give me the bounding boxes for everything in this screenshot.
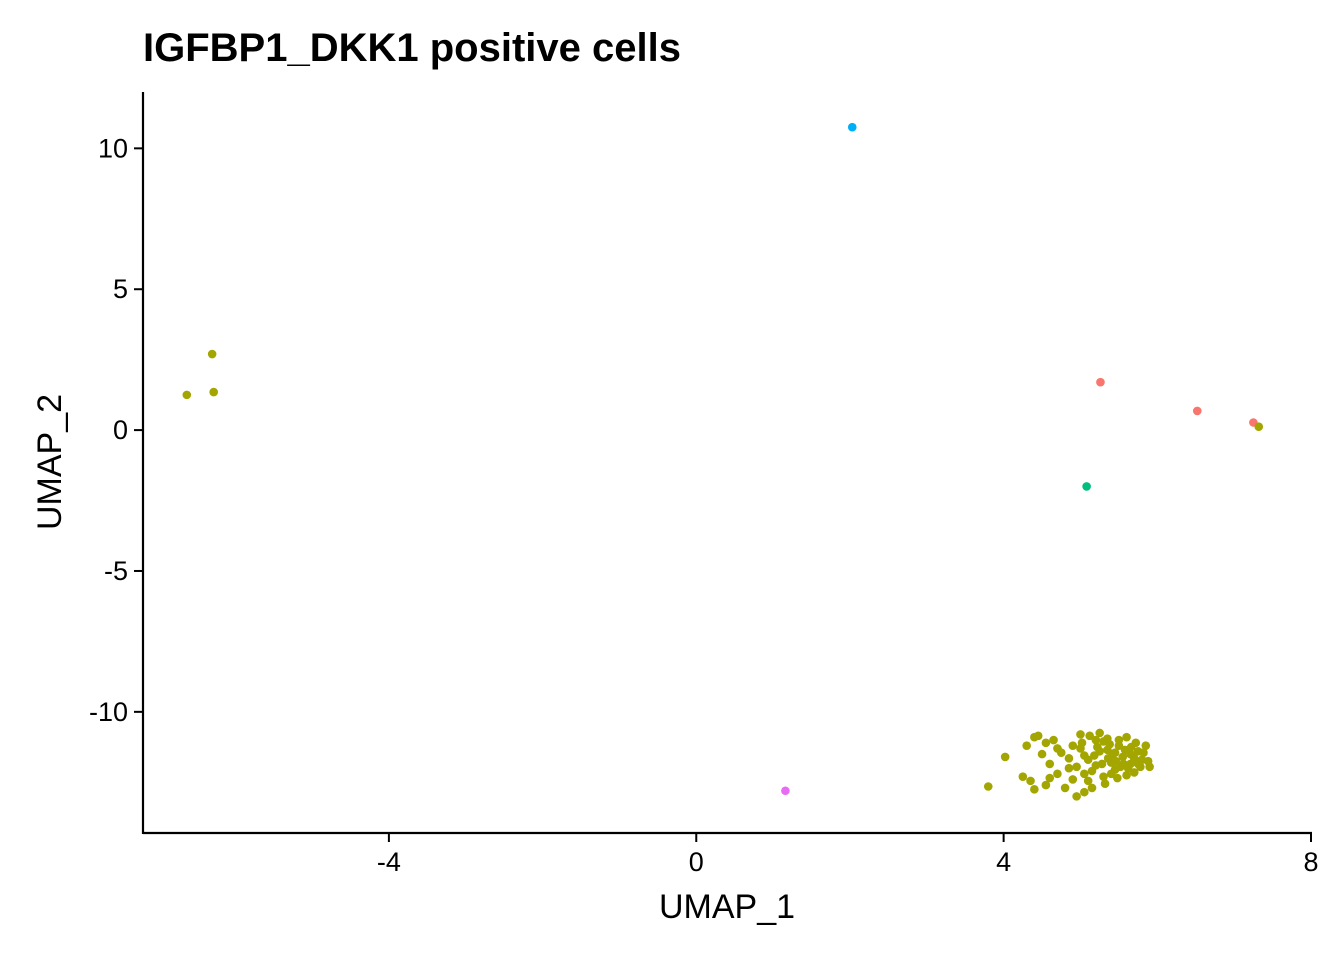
data-point: [1049, 735, 1058, 745]
data-point: [1072, 792, 1081, 801]
data-point: [1254, 422, 1264, 432]
data-point: [1082, 482, 1091, 491]
data-point: [847, 122, 857, 132]
data-point: [1192, 406, 1202, 416]
y-tick-label: -10: [89, 697, 128, 727]
data-point: [1091, 761, 1101, 770]
data-point: [1026, 776, 1035, 786]
data-point: [1064, 763, 1074, 773]
data-point: [1122, 732, 1131, 742]
data-point: [1080, 751, 1089, 760]
data-point: [1068, 775, 1078, 784]
data-point: [1072, 762, 1081, 772]
data-point: [1106, 769, 1116, 779]
data-point: [1041, 738, 1051, 748]
data-point: [1045, 773, 1055, 783]
data-point: [1139, 748, 1148, 758]
x-axis-label: UMAP_1: [659, 888, 795, 926]
data-point: [1114, 735, 1124, 745]
data-point: [1129, 768, 1139, 777]
y-axis-label: UMAP_2: [31, 394, 69, 530]
data-point: [781, 786, 790, 796]
data-point: [1045, 759, 1055, 769]
data-point: [1080, 769, 1089, 779]
data-point: [1083, 776, 1093, 786]
data-point: [1126, 749, 1135, 759]
data-point: [1022, 741, 1031, 750]
data-point: [1095, 728, 1104, 738]
data-point: [1103, 745, 1112, 755]
data-point: [1053, 769, 1062, 779]
data-point: [1099, 772, 1108, 781]
y-tick-label: 5: [113, 274, 128, 304]
data-point: [1103, 754, 1113, 763]
data-point: [1041, 780, 1051, 790]
data-point: [1118, 752, 1128, 762]
data-point: [1111, 756, 1121, 766]
y-tick-label: 10: [98, 133, 128, 163]
y-tick-label: -5: [104, 556, 128, 586]
data-point: [1068, 741, 1078, 750]
data-point: [1076, 730, 1085, 739]
data-point: [1018, 772, 1028, 781]
data-point: [1060, 783, 1070, 793]
data-point: [983, 782, 993, 791]
data-point: [1053, 744, 1062, 753]
data-point: [1085, 731, 1094, 741]
data-point: [1077, 738, 1087, 748]
data-point: [1064, 754, 1074, 763]
y-tick-label: 0: [113, 415, 128, 445]
data-point: [1126, 742, 1136, 752]
x-tick-label: 0: [689, 847, 704, 877]
x-tick-label: 8: [1303, 847, 1318, 877]
data-point: [1113, 773, 1122, 783]
data-point: [1119, 759, 1128, 769]
data-point: [182, 390, 192, 400]
data-point: [1037, 749, 1047, 759]
x-tick-label: 4: [996, 847, 1011, 877]
data-point: [1122, 770, 1131, 780]
points-layer: [182, 122, 1264, 801]
data-point: [1099, 737, 1108, 746]
data-point: [1096, 377, 1105, 387]
data-point: [209, 387, 218, 397]
data-point: [1093, 742, 1102, 752]
data-point: [1033, 731, 1043, 741]
x-tick-label: -4: [377, 847, 401, 877]
data-point: [1090, 751, 1099, 760]
chart-title: IGFBP1_DKK1 positive cells: [143, 26, 681, 70]
data-point: [1087, 783, 1097, 793]
data-point: [207, 349, 217, 359]
data-point: [1110, 748, 1120, 758]
data-point: [1100, 779, 1110, 788]
axes-layer: -4 0 4 8 -10 -5 0 5 10: [89, 92, 1319, 877]
data-point: [1141, 741, 1151, 750]
data-point: [1000, 752, 1010, 762]
data-point: [1091, 735, 1101, 745]
data-point: [1143, 756, 1153, 766]
data-point: [1080, 787, 1089, 797]
data-point: [1030, 785, 1039, 794]
